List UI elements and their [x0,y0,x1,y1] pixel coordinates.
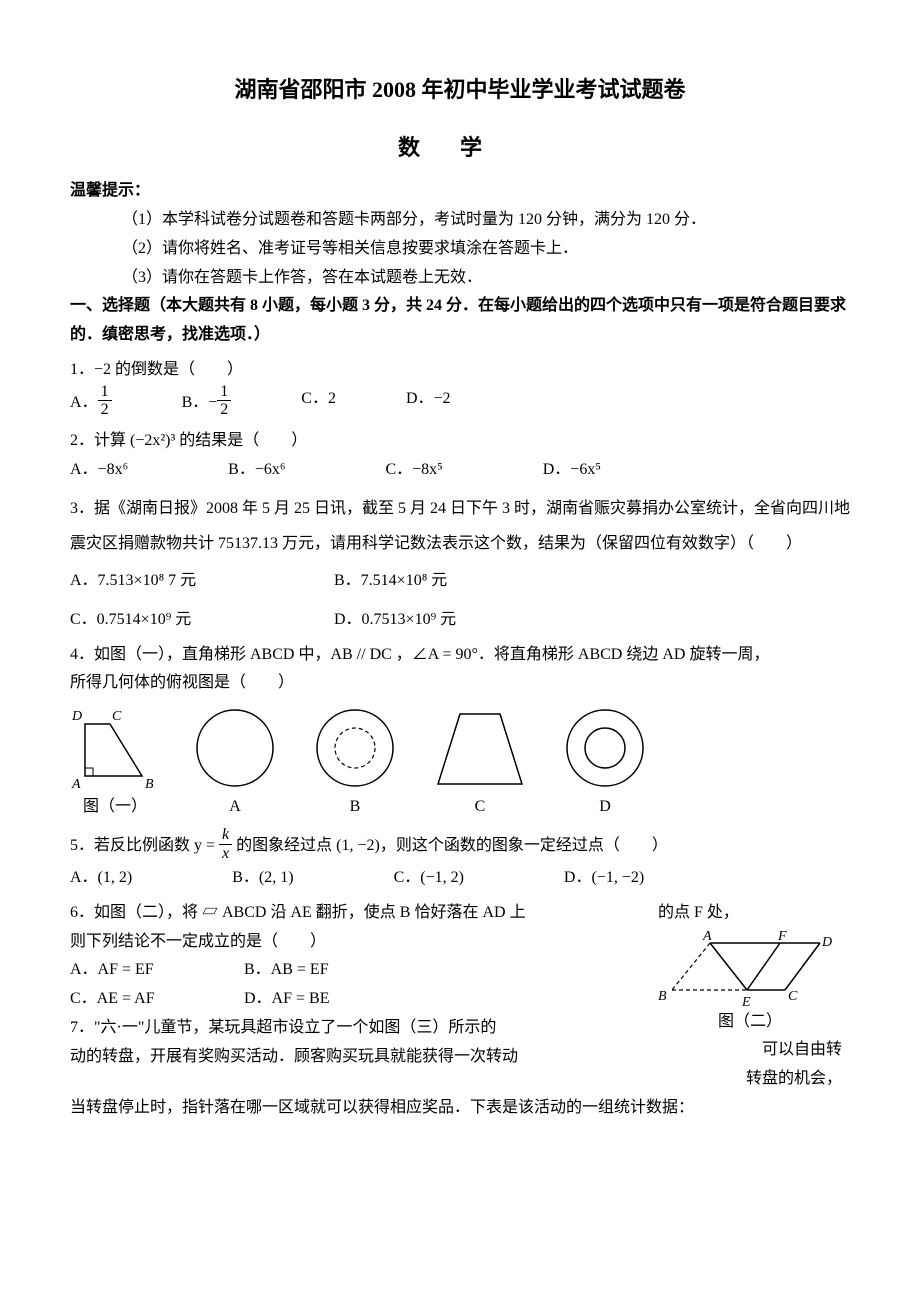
q3-opt-c: C．0.7514×10⁹ 元 [70,606,330,635]
q7-l1a: 7．"六·一"儿童节，某玩具超市设立了一个如图（三）所示的 [70,1019,496,1036]
q6-line2: 则下列结论不一定成立的是（ ） [70,928,650,957]
q7-l2a: 动的转盘，开展有奖购买活动．顾客购买玩具就能获得一次转动 [70,1048,518,1065]
q5-stem: 5．若反比例函数 y = kx 的图象经过点 (1, −2)，则这个函数的图象一… [70,828,850,864]
fraction-icon: 12 [98,383,112,419]
q3-opt-a: A．7.513×10⁸ 7 元 [70,567,330,596]
q4-d-label: D [560,793,650,822]
hint-3: （3）请你在答题卡上作答，答在本试题卷上无效． [122,264,850,293]
q7-l1b: 可以自由转 [762,1036,842,1065]
hints-block: （1）本学科试卷分试题卷和答题卡两部分，考试时量为 120 分钟，满分为 120… [70,206,850,292]
q6-opt-d: D．AF = BE [244,990,329,1007]
q4-opt-c-fig: C [430,706,530,822]
annulus-icon [560,706,650,791]
q6-opt-c: C．AE = AF [70,985,240,1014]
q5-opt-b: B．(2, 1) [232,864,293,893]
q7-l2b: 转盘的机会， [746,1065,842,1094]
question-4: 4．如图（一），直角梯形 ABCD 中，AB // DC ，∠A = 90°．将… [70,641,850,822]
q4-opt-a-fig: A [190,706,280,822]
q2-opt-c: C．−8x⁵ [385,456,442,485]
pt-d: D [821,935,832,950]
q1-opt-b: B．−12 [182,385,232,421]
q1-opt-d: D．−2 [406,385,451,421]
q6-line1: 6．如图（二），将 ▱ ABCD 沿 AE 翻折，使点 B 恰好落在 AD 上 [70,899,650,928]
q6-l1b: 的点 F 处， [658,899,739,928]
frac-num: 1 [217,383,231,402]
circle-dashed-icon [310,706,400,791]
question-1: 1．−2 的倒数是（ ） A．12 B．−12 C．2 D．−2 [70,356,850,421]
q2-options: A．−8x⁶ B．−6x⁶ C．−8x⁵ D．−6x⁵ [70,456,850,485]
pt-f: F [777,929,787,944]
question-5: 5．若反比例函数 y = kx 的图象经过点 (1, −2)，则这个函数的图象一… [70,828,850,893]
q6-opts-row1: A．AF = EF B．AB = EF [70,956,650,985]
q6-l1a: 6．如图（二），将 ▱ ABCD 沿 AE 翻折，使点 B 恰好落在 AD 上 [70,904,526,921]
pt-a: A [71,777,81,791]
frac-num: k [219,826,232,845]
pt-e: E [741,995,751,1008]
parallelogram-fold-icon: A F D B E C [650,928,840,1008]
q4-fig1-label: 图（一） [70,793,160,822]
q1-opt-c: C．2 [301,385,336,421]
q6-figure: 的点 F 处， A F D B E C 图（二） 可以自由转 转盘的机会， [650,899,850,1094]
q1-opt-a: A．12 [70,385,112,421]
q7-line1: 7．"六·一"儿童节，某玩具超市设立了一个如图（三）所示的 [70,1014,650,1043]
q1-options: A．12 B．−12 C．2 D．−2 [70,385,850,421]
q4-opt-b-fig: B [310,706,400,822]
pt-c: C [788,989,798,1004]
pt-b: B [145,777,154,791]
q4-stem-2: 所得几何体的俯视图是（ ） [70,669,850,698]
q2-opt-d: D．−6x⁵ [543,456,601,485]
fraction-icon: kx [219,826,232,862]
q2-opt-a: A．−8x⁶ [70,456,128,485]
page-title: 湖南省邵阳市 2008 年初中毕业学业考试试题卷 [70,70,850,110]
q1-a-pre: A． [70,394,98,411]
hint-2: （2）请你将姓名、准考证号等相关信息按要求填涂在答题卡上． [122,235,850,264]
section-1-heading: 一、选择题（本大题共有 8 小题，每小题 3 分，共 24 分．在每小题给出的四… [70,292,850,350]
q4-opt-d-fig: D [560,706,650,822]
q4-b-label: B [310,793,400,822]
q4-a-label: A [190,793,280,822]
q3-opt-d: D．0.7513×10⁹ 元 [334,611,456,628]
question-6-7: 6．如图（二），将 ▱ ABCD 沿 AE 翻折，使点 B 恰好落在 AD 上 … [70,899,850,1094]
q5-opt-a: A．(1, 2) [70,864,132,893]
subject-title: 数学 [70,128,850,168]
q4-stem-1: 4．如图（一），直角梯形 ABCD 中，AB // DC ，∠A = 90°．将… [70,641,850,670]
pt-c: C [112,709,122,724]
q5-opt-c: C．(−1, 2) [394,864,464,893]
q3-opt-b: B．7.514×10⁸ 元 [334,572,447,589]
q4-figures: D C A B 图（一） A B C [70,706,850,822]
q5-options: A．(1, 2) B．(2, 1) C．(−1, 2) D．(−1, −2) [70,864,850,893]
q2-stem: 2．计算 (−2x²)³ 的结果是（ ） [70,427,850,456]
q7-line2: 动的转盘，开展有奖购买活动．顾客购买玩具就能获得一次转动 [70,1043,650,1072]
q1-stem: 1．−2 的倒数是（ ） [70,356,850,385]
q6-fig-label: 图（二） [650,1008,850,1037]
frac-den: x [219,845,232,863]
question-3: 3．据《湖南日报》2008 年 5 月 25 日讯，截至 5 月 24 日下午 … [70,491,850,635]
question-2: 2．计算 (−2x²)³ 的结果是（ ） A．−8x⁶ B．−6x⁶ C．−8x… [70,427,850,485]
q1-b-pre: B．− [182,394,218,411]
q7-line3: 当转盘停止时，指针落在哪一区域就可以获得相应奖品．下表是该活动的一组统计数据： [70,1094,850,1123]
frac-num: 1 [98,383,112,402]
q5-pre: 5．若反比例函数 y = [70,837,219,854]
circle-icon [190,706,280,791]
q6-q7-text: 6．如图（二），将 ▱ ABCD 沿 AE 翻折，使点 B 恰好落在 AD 上 … [70,899,650,1072]
q4-fig-trapezoid: D C A B 图（一） [70,706,160,822]
frac-den: 2 [98,401,112,419]
pt-d: D [71,709,82,724]
q6-opts-row2: C．AE = AF D．AF = BE [70,985,650,1014]
q6-opt-a: A．AF = EF [70,956,240,985]
q5-opt-d: D．(−1, −2) [564,864,644,893]
q5-post: 的图象经过点 (1, −2)，则这个函数的图象一定经过点（ ） [232,837,668,854]
pt-a: A [702,929,712,944]
q3-stem: 3．据《湖南日报》2008 年 5 月 25 日讯，截至 5 月 24 日下午 … [70,491,850,561]
hint-1: （1）本学科试卷分试题卷和答题卡两部分，考试时量为 120 分钟，满分为 120… [122,206,850,235]
hint-label: 温馨提示： [70,177,850,206]
q4-c-label: C [430,793,530,822]
q2-opt-b: B．−6x⁶ [228,456,285,485]
fraction-icon: 12 [217,383,231,419]
q6-opt-b: B．AB = EF [244,961,329,978]
trapezoid-icon: D C A B [70,706,160,791]
pt-b: B [658,989,667,1004]
trapezoid-shape-icon [430,706,530,791]
frac-den: 2 [217,401,231,419]
